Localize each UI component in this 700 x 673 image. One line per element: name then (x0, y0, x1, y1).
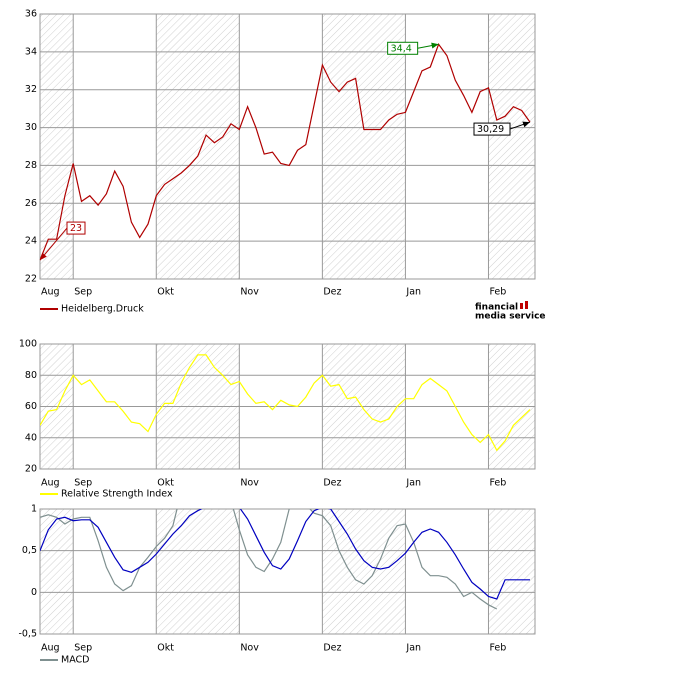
y-tick-label: 80 (25, 370, 37, 381)
x-tick-label: Aug (41, 643, 60, 654)
annotation-label: 23 (70, 223, 82, 234)
x-tick-label: Dez (323, 478, 341, 489)
logo-line: financial (475, 303, 518, 313)
x-tick-label: Sep (74, 478, 92, 489)
x-tick-label: Sep (74, 287, 92, 298)
y-tick-label: 22 (25, 274, 37, 285)
x-tick-label: Nov (240, 478, 259, 489)
hatch-band (40, 14, 74, 279)
hatch-band (322, 14, 406, 279)
legend-label: Heidelberg.Druck (61, 304, 144, 315)
y-tick-label: 36 (25, 9, 37, 20)
x-tick-label: Dez (323, 287, 341, 298)
annotation-label: 30,29 (477, 124, 504, 135)
plot-border (39, 13, 536, 280)
y-tick-label: 100 (19, 339, 37, 350)
x-tick-label: Aug (41, 287, 60, 298)
logo-icon (520, 303, 523, 309)
y-tick-label: 1 (31, 504, 37, 515)
hatch-band (156, 14, 240, 279)
plot-area (40, 14, 535, 279)
panel: 20 40 60 80 100 Aug Sep Okt Nov Dez Jan Feb Relative… (19, 339, 536, 500)
x-tick-label: Nov (240, 287, 259, 298)
plot-border (39, 508, 536, 635)
logo-icon (525, 301, 528, 309)
hatch-band (488, 509, 535, 634)
x-tick-label: Feb (489, 478, 506, 489)
annotation-box (387, 41, 419, 55)
legend-label: MACD (61, 655, 89, 666)
x-tick-label: Sep (74, 643, 92, 654)
plot-area (40, 509, 535, 634)
annotation-arrowhead (431, 42, 439, 49)
x-tick-label: Jan (405, 643, 421, 654)
logo: financial media service (475, 301, 546, 322)
y-tick-label: 32 (25, 84, 37, 95)
y-tick-label: 30 (25, 122, 37, 133)
y-tick-label: -0,5 (18, 629, 37, 640)
x-tick-label: Jan (405, 287, 421, 298)
hatch-band (156, 509, 240, 634)
x-tick-label: Nov (240, 643, 259, 654)
y-tick-label: 26 (25, 198, 37, 209)
x-tick-label: Feb (489, 643, 506, 654)
annotation-box (66, 221, 86, 235)
y-tick-label: 20 (25, 464, 37, 475)
y-tick-label: 40 (25, 432, 37, 443)
y-tick-label: 28 (25, 160, 37, 171)
hatch-band (322, 509, 406, 634)
x-tick-label: Okt (157, 478, 174, 489)
annotation-label: 34,4 (391, 43, 412, 54)
annotation-arrowhead (522, 121, 530, 128)
hatch-band (40, 509, 74, 634)
y-tick-label: 60 (25, 401, 37, 412)
series-line (40, 509, 498, 610)
panel: -0,5 0 0,5 1 Aug Sep Okt Nov Dez Jan Feb MACD (18, 504, 536, 666)
x-tick-label: Feb (489, 287, 506, 298)
y-tick-label: 24 (25, 236, 37, 247)
annotation-box (473, 122, 511, 136)
x-tick-label: Aug (41, 478, 60, 489)
series-line (40, 509, 530, 600)
panel: 22 24 26 28 30 32 34 36 Aug Sep Okt Nov Dez Jan Feb Hei… (25, 9, 536, 315)
y-tick-label: 0,5 (22, 545, 37, 556)
y-tick-label: 0 (31, 587, 37, 598)
x-tick-label: Jan (405, 478, 421, 489)
plot-border (39, 343, 536, 470)
logo-line: media service (475, 312, 546, 322)
hatch-band (488, 14, 535, 279)
x-tick-label: Okt (157, 287, 174, 298)
legend-label: Relative Strength Index (61, 489, 173, 500)
series-line (40, 43, 531, 261)
y-tick-label: 34 (25, 46, 37, 57)
series-line (40, 354, 531, 452)
x-tick-label: Dez (323, 643, 341, 654)
x-tick-label: Okt (157, 643, 174, 654)
annotation-arrowhead (40, 252, 47, 261)
